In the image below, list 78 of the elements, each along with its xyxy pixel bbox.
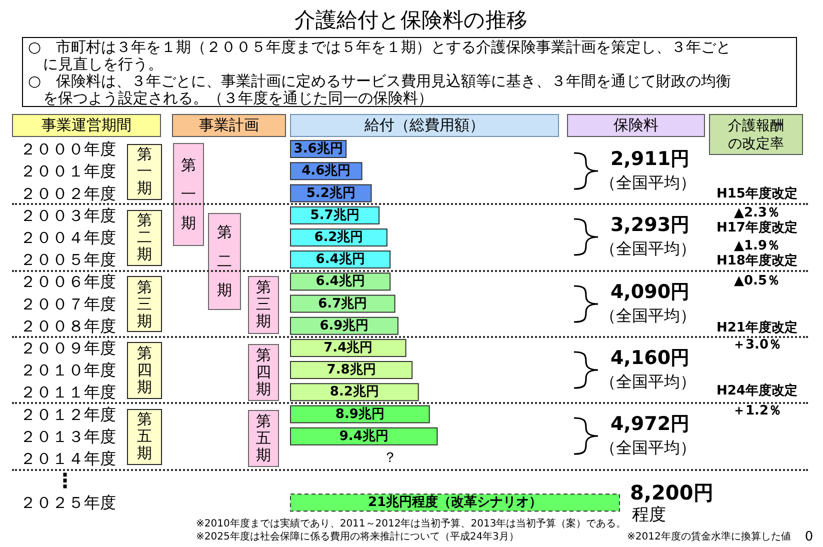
annotation: （全国平均） xyxy=(600,172,696,192)
y-tick-label: ２００９年度 xyxy=(20,338,116,358)
annotation: （全国平均） xyxy=(600,372,696,392)
y-tick-label: ２０００年度 xyxy=(20,140,116,159)
data-label: 6.2兆円 xyxy=(314,230,364,245)
header-box: 給付（総費用額） xyxy=(290,114,559,137)
text: ▲0.5％ xyxy=(734,274,780,290)
text: H24年度改定 xyxy=(716,384,798,400)
data-label: 3.6兆円 xyxy=(294,142,343,157)
data-label: 5.7兆円 xyxy=(310,208,360,223)
text: H15年度改定 xyxy=(716,186,798,202)
header-box: 介護報酬の改定率 xyxy=(709,114,803,155)
text: ⋮ xyxy=(55,468,75,492)
header-box: 保険料 xyxy=(567,114,705,137)
text: H18年度改定 xyxy=(716,254,798,270)
text: ＋3.0％ xyxy=(732,338,782,354)
period-box: 第五期 xyxy=(127,408,162,466)
data-label: 6.9兆円 xyxy=(320,318,369,334)
header-box: 事業計画 xyxy=(172,114,286,137)
chart-title: 介護給付と保険料の推移 xyxy=(294,8,528,32)
data-label: 8.2兆円 xyxy=(330,384,379,400)
annotation: 4,160円 xyxy=(610,347,690,370)
period-box: 第一期 xyxy=(127,144,162,200)
annotation: 3,293円 xyxy=(610,214,690,238)
period-box: 第三期 xyxy=(248,276,279,334)
text: ▲2.3％ xyxy=(734,206,780,221)
y-tick-label: ２００１年度 xyxy=(20,162,116,181)
text: ※2010年度までは実績であり、2011～2012年は当初予算、2013年は当初予算（案）である。 xyxy=(196,518,626,530)
text: ※2025年度は社会保障に係る費用の将来推計について（平成24年3月） xyxy=(196,531,519,543)
data-label: 6.7兆円 xyxy=(318,296,368,312)
period-box: 第二期 xyxy=(127,210,162,266)
data-label: 21兆円程度（改革シナリオ） xyxy=(368,494,542,510)
data-label: 9.4兆円 xyxy=(339,428,388,444)
y-tick-label: ２００７年度 xyxy=(20,294,116,314)
y-tick-label: ２００６年度 xyxy=(20,272,116,292)
y-tick-label: ２００５年度 xyxy=(20,250,116,270)
text: 0 xyxy=(804,530,814,546)
annotation: 2,911円 xyxy=(610,148,690,172)
data-label: 7.8兆円 xyxy=(326,362,376,378)
period-box: 第一期 xyxy=(173,143,204,246)
data-label: 6.4兆円 xyxy=(316,252,365,268)
text: ▲1.9％ xyxy=(734,238,780,254)
annotation: 4,090円 xyxy=(610,280,690,304)
y-tick-label: ２０２５年度 xyxy=(20,493,116,512)
text: 程度 xyxy=(632,504,666,526)
period-box: 第五期 xyxy=(248,410,279,468)
y-tick-label: ２０１４年度 xyxy=(20,448,116,468)
y-axis-title: 事業運営期間 xyxy=(42,116,132,135)
data-label: 5.2兆円 xyxy=(306,186,356,201)
note-box: ○ 市町村は３年を１期（２００５年度までは５年を１期）とする介護保険事業計画を策定し、３年ごとに見直しを行う。 ○ 保険料は、３年ごとに、事業計画に定めるサービス費用見込額等に基き、３年間を通じて財政の均衡を保つよう設定される。（３年度を通じた同一の保険料） xyxy=(22,37,797,107)
text: ※2012年度の賃金水準に換算した値 xyxy=(627,531,791,543)
data-label: 8.9兆円 xyxy=(335,406,384,422)
period-box: 第四期 xyxy=(127,342,162,399)
annotation: （全国平均） xyxy=(600,239,696,259)
text: ＋1.2％ xyxy=(732,404,782,420)
x-axis-title: 給付（総費用額） xyxy=(364,116,484,135)
y-tick-label: ２００４年度 xyxy=(20,228,116,247)
text: H21年度改定 xyxy=(716,320,798,336)
y-tick-label: ２０１１年度 xyxy=(20,382,116,402)
y-tick-label: ２０１２年度 xyxy=(20,404,116,424)
period-box: 第二期 xyxy=(208,213,241,310)
y-tick-label: ２０１０年度 xyxy=(20,360,116,380)
y-tick-label: ２００８年度 xyxy=(20,316,116,336)
y-tick-label: ２００２年度 xyxy=(20,184,116,203)
data-label: 7.4兆円 xyxy=(324,340,373,356)
data-label: 6.4兆円 xyxy=(316,274,365,290)
text: 8,200円 xyxy=(630,480,714,504)
text: ？ xyxy=(383,450,397,466)
data-label: 4.6兆円 xyxy=(302,164,351,179)
header-box: 事業運営期間 xyxy=(12,114,161,137)
period-box: 第三期 xyxy=(127,276,162,332)
annotation: （全国平均） xyxy=(600,438,696,458)
text: H17年度改定 xyxy=(716,220,798,236)
y-tick-label: ２０１３年度 xyxy=(20,426,116,446)
annotation: 4,972円 xyxy=(610,413,690,436)
annotation: （全国平均） xyxy=(600,306,696,325)
period-box: 第四期 xyxy=(248,344,279,401)
y-tick-label: ２００３年度 xyxy=(20,206,116,225)
